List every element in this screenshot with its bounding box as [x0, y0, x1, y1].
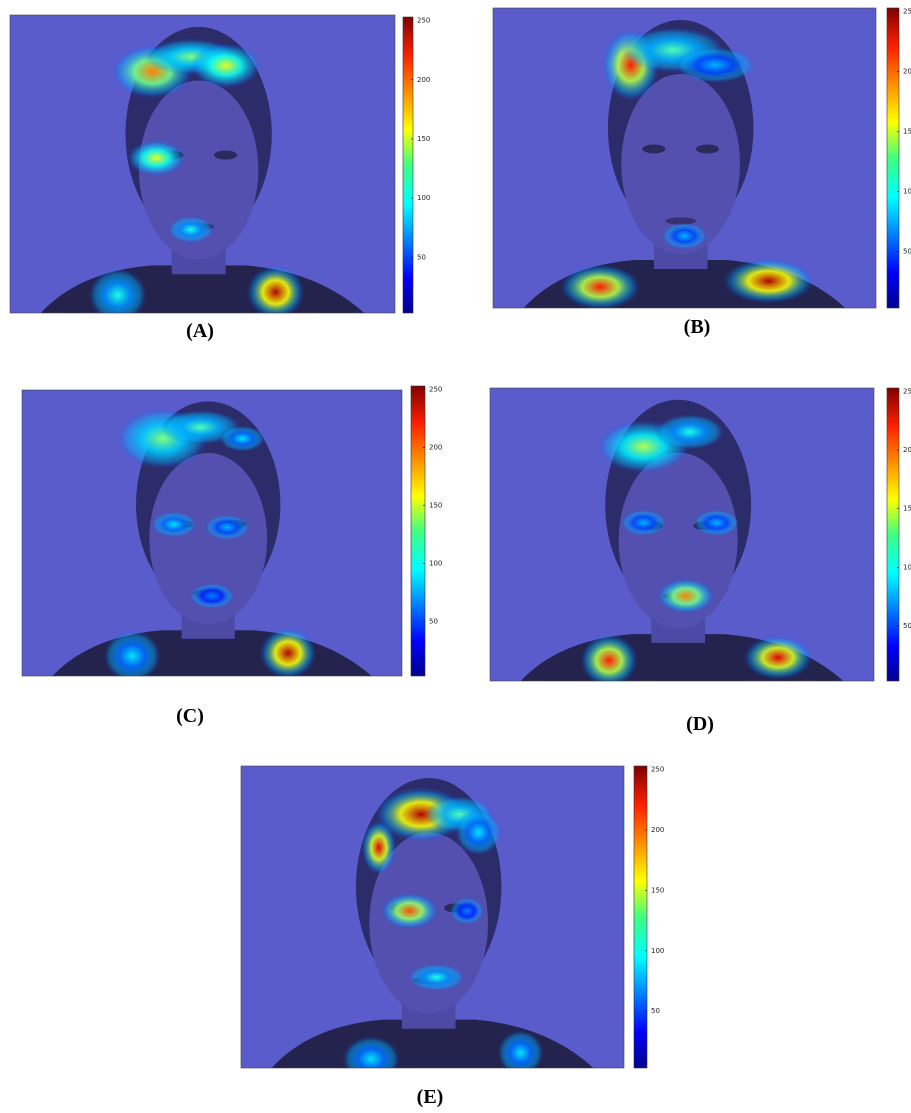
hotspot: [247, 265, 305, 319]
hotspot: [204, 514, 250, 540]
colorbar-tick-label: 150: [429, 501, 442, 509]
panel-label: (B): [684, 316, 711, 338]
colorbar-tick-label: 100: [903, 563, 911, 571]
figure: 50 100 150 200 250 (A) 50 100 150 200 250 (B) 50 100 1…: [0, 0, 911, 1113]
colorbar-tick-label: 200: [903, 68, 911, 76]
panel: 50 100 150 200 250 (D): [490, 388, 911, 735]
hotspot: [450, 897, 484, 924]
hotspot: [89, 268, 147, 322]
hotspot: [723, 259, 815, 304]
colorbar: [634, 766, 647, 1068]
hotspot: [168, 216, 214, 243]
colorbar-tick-label: 250: [903, 388, 911, 396]
colorbar: [887, 388, 899, 681]
hotspot: [662, 223, 708, 250]
colorbar-tick-label: 50: [903, 248, 911, 256]
colorbar-tick-label: 50: [651, 1007, 660, 1015]
heatmap-image: [10, 15, 395, 322]
colorbar: [403, 17, 413, 313]
hotspot: [260, 627, 317, 678]
hotspot: [362, 820, 396, 874]
hotspot: [455, 810, 501, 855]
hotspot: [694, 510, 740, 536]
hotspot: [655, 414, 724, 449]
hotspot: [498, 1030, 544, 1075]
colorbar-tick-label: 100: [651, 947, 664, 955]
heatmap-image: [493, 8, 876, 310]
heatmap-image: [241, 766, 624, 1082]
hotspot: [151, 512, 197, 538]
hotspot: [127, 140, 185, 176]
panel: 50 100 150 200 250 (C): [22, 385, 442, 727]
hotspot: [657, 578, 715, 613]
colorbar-tick-label: 150: [417, 135, 430, 143]
heatmap-image: [22, 390, 402, 682]
colorbar-tick-label: 150: [903, 128, 911, 136]
hotspot: [560, 265, 640, 310]
colorbar-tick-label: 150: [651, 886, 664, 894]
colorbar-tick-label: 250: [429, 385, 442, 393]
colorbar-tick-label: 50: [903, 622, 911, 630]
hotspot: [189, 583, 235, 609]
colorbar-tick-label: 50: [417, 253, 426, 261]
colorbar-tick-label: 250: [903, 8, 911, 16]
hotspot: [621, 510, 667, 536]
hotspot: [675, 47, 755, 83]
panel: 50 100 150 200 250 (B): [493, 8, 911, 338]
colorbar-tick-label: 100: [429, 559, 442, 567]
colorbar-tick-label: 250: [417, 17, 430, 25]
colorbar-tick-label: 250: [651, 766, 664, 774]
colorbar: [411, 386, 425, 676]
colorbar-tick-label: 150: [903, 505, 911, 513]
colorbar-tick-label: 200: [429, 443, 442, 451]
hotspot: [580, 634, 638, 687]
panel-label: (E): [417, 1086, 444, 1108]
colorbar-tick-label: 100: [903, 188, 911, 196]
hotspot: [743, 636, 812, 680]
colorbar-tick-label: 200: [417, 76, 430, 84]
hotspot: [191, 43, 260, 88]
hotspot: [408, 964, 465, 991]
panel-label: (D): [686, 713, 714, 735]
eye: [696, 145, 719, 154]
hotspot: [104, 630, 161, 681]
colorbar-tick-label: 100: [417, 194, 430, 202]
heatmap-image: [490, 388, 874, 687]
colorbar-tick-label: 50: [429, 617, 438, 625]
panel-label: (A): [186, 320, 214, 342]
panel: 50 100 150 200 250 (E): [241, 766, 664, 1108]
hotspot: [342, 1036, 399, 1081]
colorbar-tick-label: 200: [903, 446, 911, 454]
panel-label: (C): [176, 705, 204, 727]
eye: [214, 151, 237, 160]
colorbar-tick-label: 200: [651, 826, 664, 834]
page: 50 100 150 200 250 (A) 50 100 150 200 250 (B) 50 100 1…: [0, 0, 911, 1113]
eye: [642, 145, 665, 154]
hotspot: [220, 426, 266, 452]
colorbar: [887, 8, 899, 308]
panel: 50 100 150 200 250 (A): [10, 15, 430, 342]
hotspot: [381, 893, 438, 929]
